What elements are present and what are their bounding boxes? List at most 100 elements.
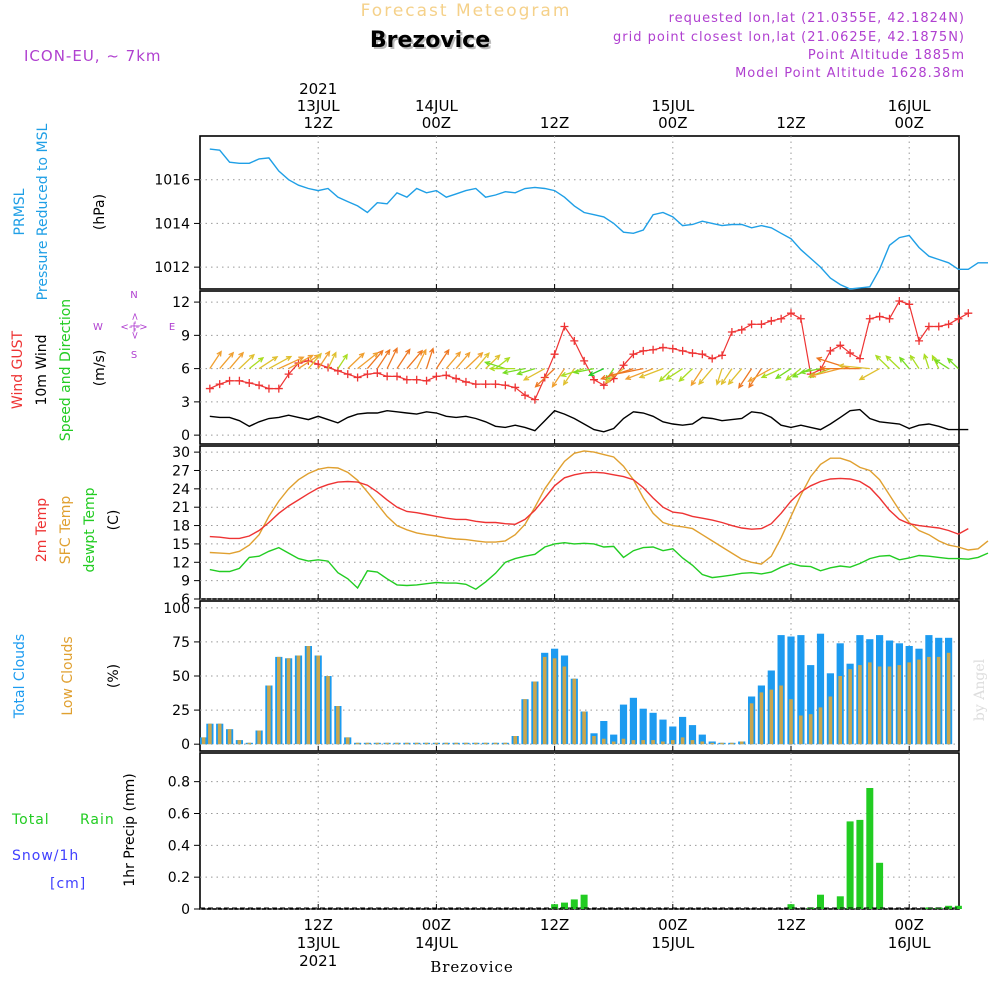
low-clouds-bar [227,729,232,745]
footer-location: Brezovice [430,958,514,976]
wind-direction-arrow [809,367,841,378]
rain-bar [836,896,844,909]
wind-direction-arrow [560,367,585,378]
low-clouds-bar [454,742,458,745]
low-clouds-bar [917,659,921,745]
low-clouds-bar [779,685,783,745]
gust-point [678,346,687,355]
gust-point [481,380,490,389]
wind-direction-arrow [488,365,516,372]
low-clouds-bar [434,742,439,745]
gust-point [215,380,224,389]
gust-point [353,373,362,382]
pressure-panel: 1012 1014 1016 [154,135,988,290]
panel-frame [199,445,960,600]
gust-point [826,346,835,355]
low-clouds-bar [680,737,685,745]
wind-direction-arrow [624,367,654,381]
top-time-label: 00Z [895,114,924,132]
gust-point [422,376,431,385]
total-clouds-bar [629,697,637,745]
wind-direction-arrow [562,368,575,386]
low-clouds-bar [621,738,626,745]
compass-e: E [169,322,175,333]
compass-rose: N S W E <-|-> <-|-> [93,290,175,361]
gust-point [885,314,894,323]
wind-direction-arrow [307,352,322,370]
wind-direction-arrow [445,351,462,370]
low-clouds-bar [277,656,281,745]
gust-point [599,381,608,390]
sfc-temp-series-line [209,450,989,565]
low-clouds-bar [375,742,380,745]
low-clouds-bar [877,666,882,745]
gust-point [964,309,973,318]
total-clouds-bar [659,719,667,745]
y-tick-label: 1012 [154,260,190,276]
model-label: ICON-EU, ~ 7km [24,47,162,65]
rain-bar [817,894,824,909]
low-clouds-bar [828,696,833,745]
low-clouds-bar [946,652,951,745]
low-clouds-bar [749,703,754,745]
gust-point [619,361,628,370]
wind-direction-arrow [604,368,624,384]
rain-bar [846,821,854,909]
wind-direction-arrow [760,368,782,379]
y-tick-label: 1016 [154,173,190,189]
low-clouds-bar [710,742,714,745]
temp-2m-label: 2m Temp [34,498,50,562]
gust-point [796,314,805,323]
low-clouds-bar [257,730,261,745]
total-clouds-bar [688,725,697,745]
temp-2m-series-line [209,471,969,540]
low-clouds-bar [414,742,419,745]
gust-series-line [209,300,969,401]
bottom-time-label: 12Z [776,916,805,934]
gust-point [225,376,234,385]
wind-direction-arrow [406,349,424,370]
total-clouds-bar [649,712,657,745]
total-clouds-bar [610,734,618,745]
low-clouds-bar [799,715,803,745]
low-clouds-bar [464,742,468,745]
precip-axis-label: 1hr Precip (mm) [122,773,138,886]
wind-direction-arrow [720,368,733,386]
gust-point [245,379,254,388]
gust-point [865,314,874,323]
gust-point [511,383,520,392]
wind-direction-arrow [572,367,595,375]
wind-direction-arrow [658,368,674,383]
wind-direction-arrow [587,368,605,377]
wind-direction-arrow [799,367,821,375]
low-clouds-bar [405,742,409,745]
gust-point [747,320,756,329]
low-clouds-bar [562,666,567,745]
low-clouds-bar [730,742,734,745]
low-clouds-bar [927,656,931,745]
gust-point [698,350,707,359]
rain-bar [954,905,962,909]
wind-direction-arrow [376,348,391,369]
top-time-label: 00Z [422,114,451,132]
gust-point [727,328,736,337]
y-tick-label: 25 [172,703,190,719]
y-tick-label: 12 [172,555,190,571]
bottom-time-label: 14JUL [415,934,458,952]
total-clouds-bar [797,635,805,745]
low-clouds-bar [907,662,911,745]
low-clouds-bar [769,689,774,745]
low-clouds-bar [542,656,547,745]
wind-direction-arrow [522,368,546,381]
clouds-panel: 0 25 50 75 100 [163,600,960,753]
wind-direction-arrow [501,367,526,375]
prmsl-label: PRMSL [12,188,28,235]
low-clouds-bar [365,742,370,745]
top-time-label: 15JUL [651,97,694,115]
wind-10m-label: 10m Wind [34,334,50,405]
gust-point [284,370,293,379]
gust-point [343,370,352,379]
rain-bar [876,862,884,909]
y-tick-label: 0.2 [168,870,190,886]
